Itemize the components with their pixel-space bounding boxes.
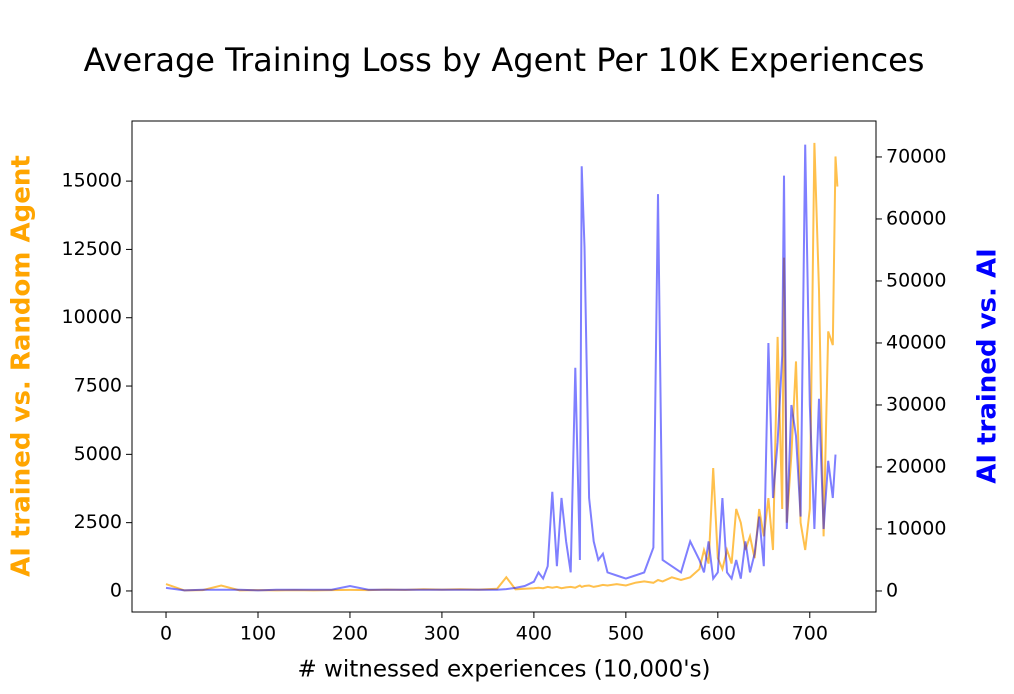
x-tick-label: 100: [240, 623, 276, 645]
y-tick-label: 15000: [62, 170, 122, 192]
y2-axis-label: AI trained vs. AI: [973, 248, 1003, 484]
y2-tick-label: 40000: [886, 331, 946, 353]
chart-title: Average Training Loss by Agent Per 10K E…: [84, 41, 925, 79]
series-line: [165, 144, 837, 592]
x-axis-label: # witnessed experiences (10,000's): [297, 657, 710, 683]
y-tick-label: 10000: [62, 306, 122, 328]
x-tick-label: 200: [332, 623, 368, 645]
y-tick-label: 0: [110, 579, 122, 601]
y-tick-label: 7500: [74, 375, 122, 397]
y-tick-label: 12500: [62, 238, 122, 260]
x-tick-label: 300: [424, 623, 460, 645]
y2-tick-label: 10000: [886, 517, 946, 539]
y-axis-label: AI trained vs. Random Agent: [7, 155, 37, 577]
y-tick-label: 2500: [74, 511, 122, 533]
x-tick-label: 0: [160, 623, 172, 645]
y2-tick-label: 20000: [886, 455, 946, 477]
x-tick-label: 400: [516, 623, 552, 645]
y2-tick-label: 60000: [886, 207, 946, 229]
y2-tick-label: 30000: [886, 393, 946, 415]
x-tick-label: 500: [608, 623, 644, 645]
plot-frame: [131, 120, 877, 613]
y2-tick-label: 0: [886, 579, 898, 601]
x-tick-label: 700: [792, 623, 828, 645]
x-tick-label: 600: [700, 623, 736, 645]
y-tick-label: 5000: [74, 443, 122, 465]
y2-tick-label: 70000: [886, 145, 946, 167]
y2-tick-label: 50000: [886, 269, 946, 291]
series-line: [165, 142, 839, 592]
